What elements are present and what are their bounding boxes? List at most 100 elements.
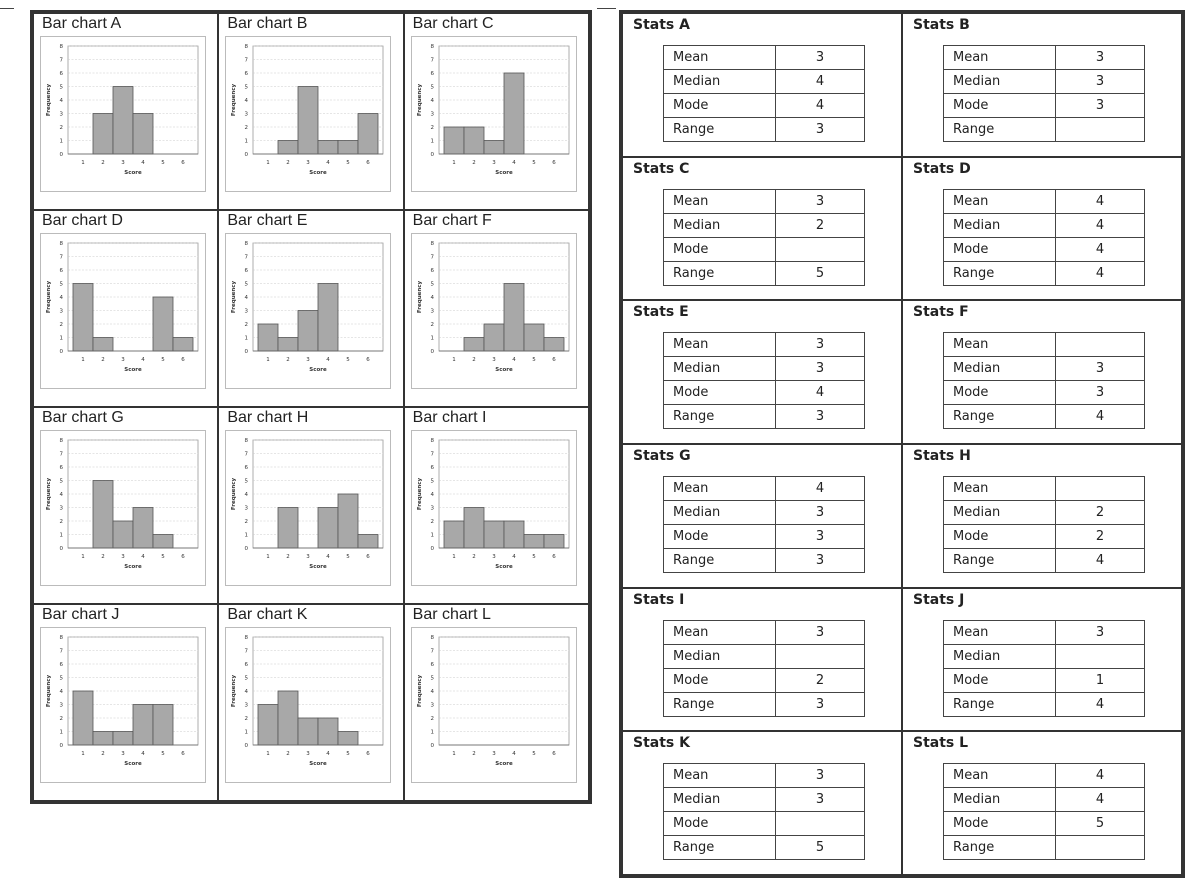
y-tick-label: 3 (245, 703, 249, 709)
y-tick-label: 8 (245, 241, 249, 247)
y-tick-label: 4 (430, 295, 434, 301)
stat-value: 5 (1055, 811, 1145, 837)
stats-row-median: Median 4 (943, 212, 1145, 238)
stat-value: 4 (775, 69, 865, 94)
stats-i: Stats I Mean 3 Median Mode 2 Range 3 (622, 587, 902, 732)
stats-row-median: Median 4 (663, 69, 865, 94)
stat-value: 4 (1055, 404, 1145, 430)
stats-row-mean: Mean 4 (943, 763, 1145, 789)
stat-label: Mean (663, 332, 776, 358)
stat-label: Mode (943, 93, 1056, 118)
stat-value (1055, 835, 1145, 861)
stat-label: Mean (943, 188, 1056, 214)
y-tick-label: 5 (245, 282, 249, 288)
y-tick-label: 5 (60, 676, 64, 682)
y-tick-label: 4 (60, 492, 64, 498)
y-tick-label: 6 (60, 71, 64, 77)
stat-label: Mode (943, 811, 1056, 837)
y-tick-label: 2 (430, 519, 434, 525)
stat-label: Range (663, 260, 776, 286)
stats-row-mean: Mean 3 (663, 188, 865, 214)
top-rule-right (597, 8, 616, 9)
x-tick-label: 2 (101, 554, 105, 560)
x-tick-label: 6 (181, 751, 185, 757)
bar-chart-k: Bar chart K 0 1 2 3 4 5 6 7 8 1 2 3 4 5 6 Score Frequency (218, 604, 404, 801)
x-tick-label: 4 (327, 554, 331, 560)
y-tick-label: 6 (430, 268, 434, 274)
stat-label: Mode (663, 667, 776, 693)
bar (337, 731, 359, 746)
x-tick-label: 1 (267, 160, 271, 166)
stats-row-mean: Mean 3 (943, 619, 1145, 645)
y-tick-label: 8 (60, 438, 64, 444)
bar (132, 507, 154, 549)
stat-label: Median (943, 787, 1056, 813)
stat-label: Median (943, 212, 1056, 238)
x-tick-label: 5 (532, 160, 536, 166)
bar-chart-l: Bar chart L 0 1 2 3 4 5 6 7 8 1 2 3 4 5 6 Score Frequency (403, 604, 589, 801)
stats-row-range: Range 3 (663, 117, 865, 142)
stats-table: Mean Median 2 Mode 2 Range 4 (943, 476, 1145, 573)
x-tick-label: 5 (347, 554, 351, 560)
chart-svg: 0 1 2 3 4 5 6 7 8 1 2 3 4 5 6 Score Frequency (225, 233, 392, 389)
x-tick-label: 1 (81, 751, 85, 757)
x-tick-label: 2 (287, 160, 291, 166)
stats-h: Stats H Mean Median 2 Mode 2 Range 4 (902, 444, 1182, 588)
stat-value: 1 (1055, 667, 1145, 693)
y-tick-label: 1 (430, 139, 434, 145)
y-tick-label: 4 (245, 295, 249, 301)
bar (92, 113, 114, 155)
stat-value: 4 (775, 476, 865, 501)
x-axis-label: Score (124, 564, 142, 570)
chart-svg: 0 1 2 3 4 5 6 7 8 1 2 3 4 5 6 Score Frequency (225, 627, 392, 783)
y-tick-label: 5 (60, 479, 64, 485)
x-tick-label: 2 (101, 160, 105, 166)
y-tick-label: 0 (60, 546, 64, 552)
chart-svg: 0 1 2 3 4 5 6 7 8 1 2 3 4 5 6 Score Frequency (40, 233, 206, 389)
chart-title: Bar chart E (227, 212, 308, 229)
bar (337, 493, 359, 549)
bar-chart-e: Bar chart E 0 1 2 3 4 5 6 7 8 1 2 3 4 5 6 Score Frequency (218, 210, 404, 407)
stats-k: Stats K Mean 3 Median 3 Mode Range 5 (622, 731, 902, 875)
stat-value (775, 643, 865, 669)
x-tick-label: 3 (492, 554, 496, 560)
stats-row-median: Median 3 (943, 356, 1145, 382)
stats-row-range: Range 3 (663, 404, 865, 430)
stats-row-mean: Mean (943, 332, 1145, 358)
y-tick-label: 5 (430, 479, 434, 485)
bar-chart-b: Bar chart B 0 1 2 3 4 5 6 7 8 1 2 3 4 5 6 Score Frequency (218, 13, 404, 210)
x-axis-label: Score (124, 761, 142, 767)
y-tick-label: 2 (60, 519, 64, 525)
x-tick-label: 3 (492, 160, 496, 166)
chart-svg: 0 1 2 3 4 5 6 7 8 1 2 3 4 5 6 Score Frequency (40, 36, 206, 192)
x-tick-label: 1 (81, 357, 85, 363)
bar (523, 323, 545, 352)
y-tick-label: 7 (430, 649, 434, 655)
stats-row-mode: Mode 5 (943, 811, 1145, 837)
stats-table: Mean 3 Median Mode 1 Range 4 (943, 619, 1145, 717)
bar (277, 337, 299, 352)
y-tick-label: 7 (245, 58, 249, 64)
stats-title: Stats K (633, 735, 690, 752)
stats-row-range: Range 4 (943, 548, 1145, 573)
stat-value: 4 (1055, 548, 1145, 573)
y-axis-label: Frequency (417, 280, 423, 313)
bar (277, 690, 299, 746)
stat-label: Mean (943, 45, 1056, 70)
y-tick-label: 7 (430, 255, 434, 261)
y-tick-label: 6 (245, 662, 249, 668)
stats-row-range: Range 5 (663, 260, 865, 286)
stat-value: 3 (1055, 380, 1145, 406)
stat-value: 3 (775, 787, 865, 813)
bar (297, 86, 319, 155)
stat-value: 4 (775, 93, 865, 118)
y-tick-label: 1 (60, 730, 64, 736)
y-tick-label: 8 (430, 241, 434, 247)
chart-title: Bar chart A (42, 15, 122, 32)
bar (297, 310, 319, 352)
y-tick-label: 2 (430, 716, 434, 722)
stat-label: Mode (663, 524, 776, 549)
chart-title: Bar chart G (42, 409, 124, 426)
bar (317, 717, 339, 746)
y-tick-label: 4 (60, 295, 64, 301)
